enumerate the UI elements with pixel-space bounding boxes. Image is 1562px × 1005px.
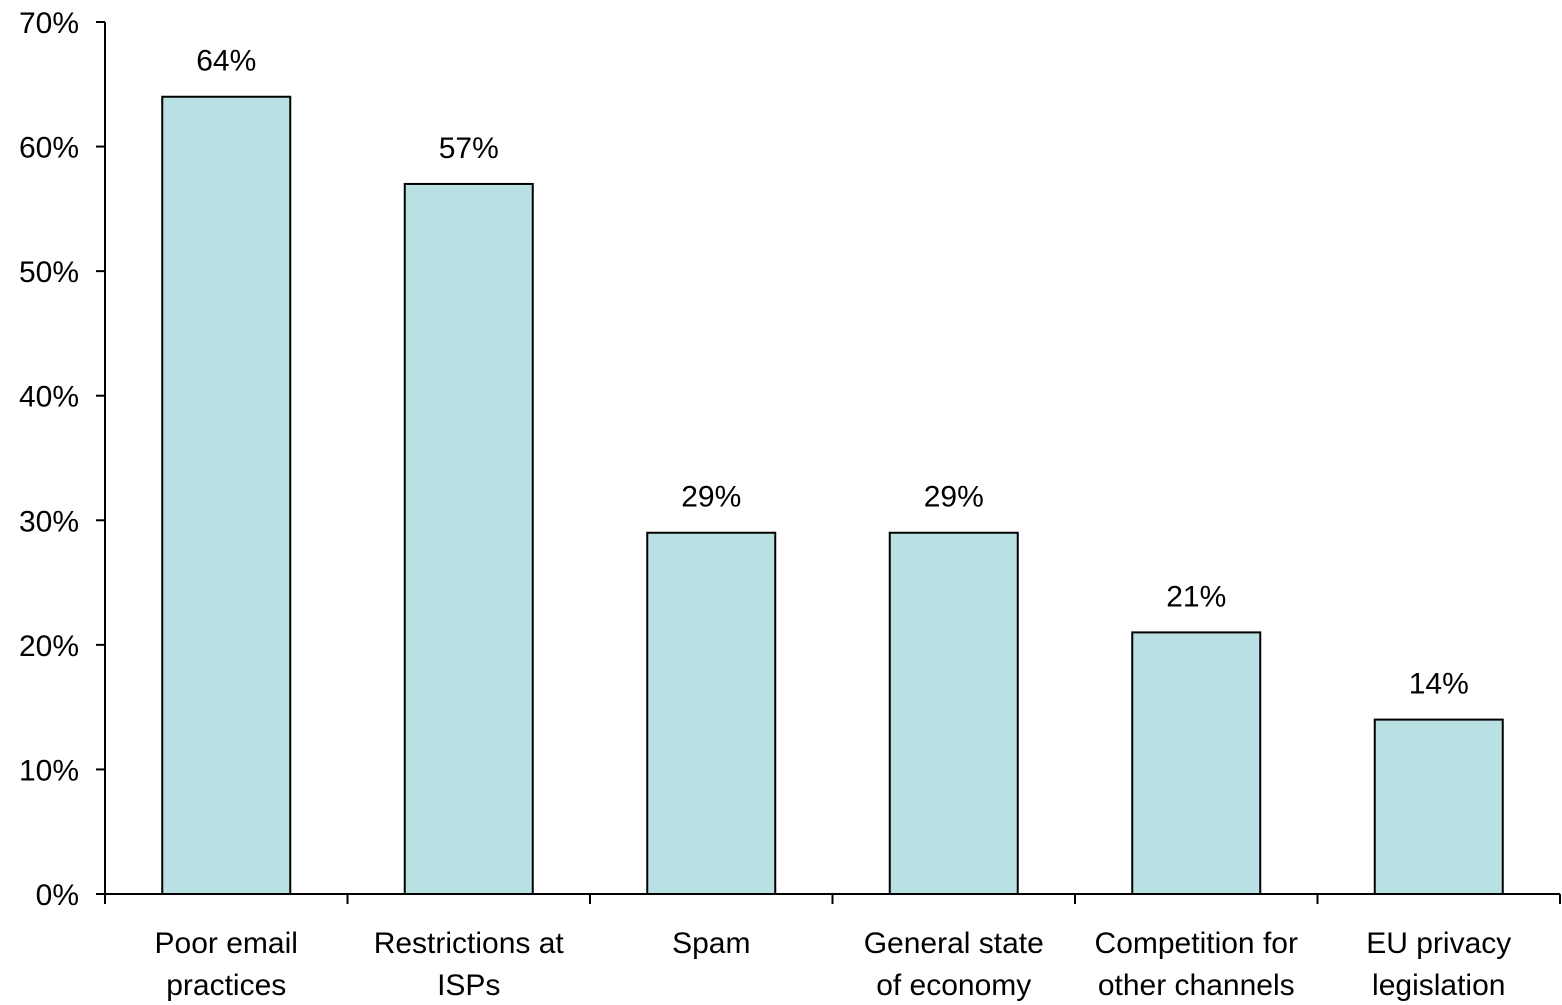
y-tick-label: 30% (19, 505, 79, 538)
bar (646, 531, 777, 895)
bar-value-label: 64% (196, 45, 256, 78)
bars (161, 95, 1504, 896)
y-tick-label: 10% (19, 754, 79, 787)
bar-value-label: 14% (1409, 668, 1469, 701)
y-tick-label: 40% (19, 381, 79, 414)
category-label: Poor email practices (155, 927, 298, 1002)
category-labels: Poor email practices Restrictions at ISPs Sp… (155, 927, 1512, 1002)
y-tick-label: 20% (19, 630, 79, 663)
bar (403, 182, 534, 895)
bar-value-label: 29% (681, 481, 741, 514)
category-label: EU privacy legislation (1366, 927, 1511, 1002)
data-labels: 64% 57% 29% 29% 21% 14% (196, 45, 1469, 701)
y-tick-label: 60% (19, 132, 79, 165)
category-label: General state of economy (864, 927, 1044, 1002)
bar (1373, 718, 1504, 895)
bar-value-label: 21% (1166, 580, 1226, 613)
bar-value-label: 29% (924, 481, 984, 514)
bar (161, 95, 292, 895)
bar-value-label: 57% (439, 132, 499, 165)
y-axis-ticks: 0% 10% 20% 30% 40% 50% 60% 70% (19, 7, 105, 912)
category-label: Restrictions at ISPs (374, 927, 565, 1002)
x-axis-ticks (104, 894, 1561, 904)
bar (1131, 631, 1262, 896)
y-tick-label: 50% (19, 256, 79, 289)
category-label: Spam (672, 927, 750, 960)
bar (888, 531, 1019, 895)
y-tick-label: 0% (36, 879, 79, 912)
y-tick-label: 70% (19, 7, 79, 40)
category-label: Competition for other channels (1095, 927, 1298, 1002)
